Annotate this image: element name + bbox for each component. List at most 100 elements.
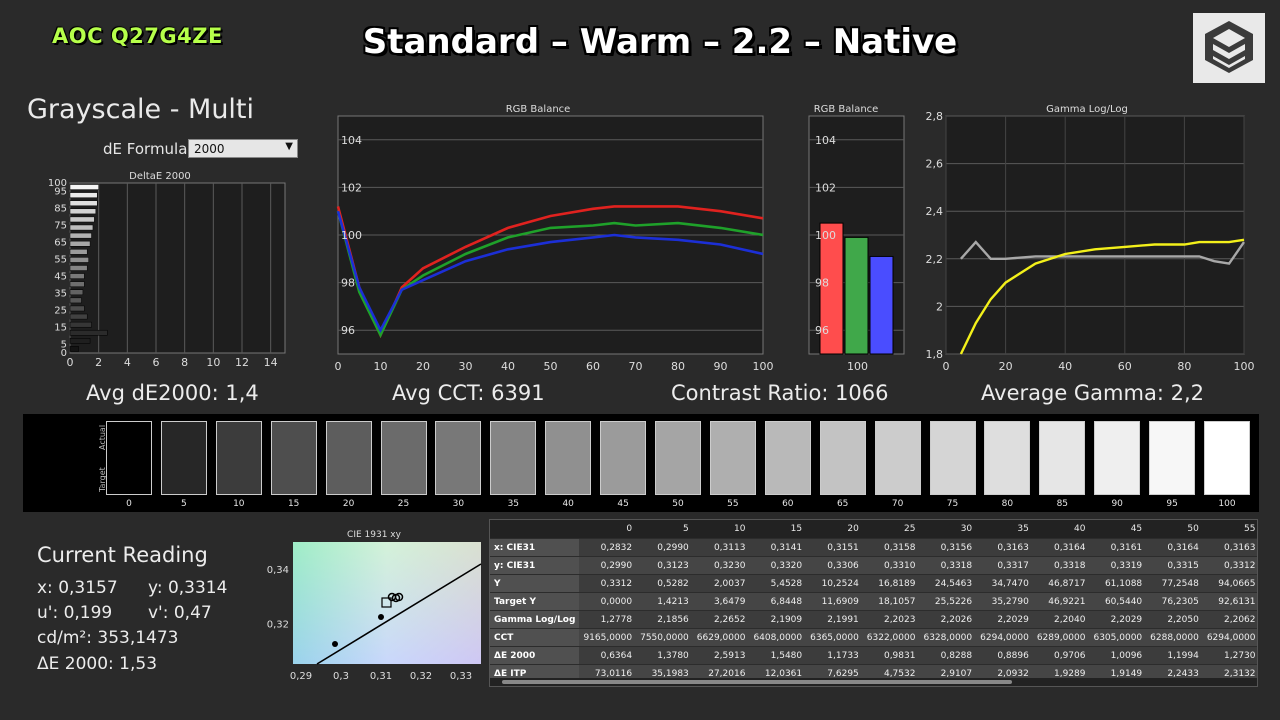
table-cell: 0,3317 xyxy=(976,556,1033,575)
table-cell: 0,3312 xyxy=(1202,556,1257,575)
gray-swatch-label: 35 xyxy=(507,499,520,509)
gray-swatch-label: 45 xyxy=(617,499,629,509)
gray-swatch-label: 100 xyxy=(1218,499,1236,509)
page-title: Standard – Warm – 2.2 – Native xyxy=(362,22,958,62)
table-cell: 7,6295 xyxy=(806,664,863,682)
gray-swatch xyxy=(325,421,372,495)
table-cell: 5,4528 xyxy=(749,574,807,593)
gamma-x-tick: 80 xyxy=(1177,360,1191,373)
table-cell: 0,3164 xyxy=(1146,538,1203,557)
cie-plot-overlay xyxy=(293,542,481,664)
deltae-x-tick: 0 xyxy=(67,356,74,369)
table-cell: 6289,0000 xyxy=(1032,628,1090,647)
table-row: y: CIE31 0,2990 0,3123 0,3230 0,3320 0,3306 0,… xyxy=(490,556,1257,575)
table-cell: 0,8896 xyxy=(976,646,1033,665)
table-cell: 0,3161 xyxy=(1089,538,1147,557)
table-cell: 6288,0000 xyxy=(1146,628,1203,647)
gray-swatch xyxy=(215,421,262,495)
deltae-chart-title: DeltaE 2000 xyxy=(129,171,191,182)
deltae-y-tick: 35 xyxy=(54,289,67,300)
table-scrollbar-thumb[interactable] xyxy=(502,680,1012,684)
deltae-y-tick: 45 xyxy=(54,272,67,283)
deltae-x-tick: 12 xyxy=(235,356,249,369)
table-row: Y 0,3312 0,5282 2,0037 5,4528 10,2524 16,8189 2… xyxy=(490,574,1257,593)
current-delta-e: ΔE 2000: 1,53 xyxy=(37,654,158,674)
deltae-bar xyxy=(69,192,98,198)
table-cell: 2,0932 xyxy=(976,664,1033,682)
current-u: u': 0,199 xyxy=(37,603,113,623)
table-cell: 2,2652 xyxy=(692,610,750,629)
gray-swatch-label: 70 xyxy=(891,499,904,509)
gray-swatch xyxy=(1204,421,1250,495)
rgb-bar-y-tick: 104 xyxy=(815,134,836,147)
table-cell: 0,8288 xyxy=(919,646,977,665)
table-cell: 6408,0000 xyxy=(749,628,807,647)
table-cell: 6294,0000 xyxy=(1202,628,1257,647)
deltae-bar xyxy=(69,346,79,352)
gamma-y-tick: 2,6 xyxy=(926,158,944,171)
deltae-x-tick: 6 xyxy=(153,356,160,369)
rgb-bar-y-tick: 100 xyxy=(815,229,836,242)
table-column-header: 15 xyxy=(749,520,807,539)
table-cell: 0,9706 xyxy=(1032,646,1090,665)
gamma-chart: Gamma Log/Log 1,8 2 2,2 2,4 2,6 2,8 0 20 40 60 80… xyxy=(926,104,1255,373)
table-cell: 0,3319 xyxy=(1089,556,1147,575)
deltae-y-tick: 100 xyxy=(48,178,67,189)
table-cell: 2,0037 xyxy=(692,574,750,593)
table-column-header: 5 xyxy=(636,520,693,539)
table-cell: 2,1856 xyxy=(636,610,693,629)
deltae-y-tick: 5 xyxy=(61,340,67,351)
table-cell: 10,2524 xyxy=(806,574,863,593)
gamma-chart-title: Gamma Log/Log xyxy=(1046,104,1128,115)
gray-swatch xyxy=(600,421,647,495)
table-cell: 11,6909 xyxy=(806,592,863,611)
readings-table: 05101520253035404550556065x: CIE310,2832… xyxy=(489,519,1258,687)
gray-swatch-label: 90 xyxy=(1111,499,1123,509)
table-cell: 0,3156 xyxy=(919,538,977,557)
current-x: x: 0,3157 xyxy=(37,578,118,598)
deltae-bar xyxy=(69,240,91,247)
table-scrollbar[interactable] xyxy=(490,678,1257,686)
gray-swatch-label: 50 xyxy=(672,499,684,509)
table-cell: 6305,0000 xyxy=(1089,628,1147,647)
rgb-line-x-tick: 0 xyxy=(335,360,342,373)
gamma-y-tick: 2,4 xyxy=(926,205,944,218)
rgb-bar-y-tick: 96 xyxy=(815,324,829,337)
gray-swatch xyxy=(1039,421,1086,495)
deltae-y-tick: 65 xyxy=(54,238,67,249)
table-cell: 35,1983 xyxy=(636,664,693,682)
deltae-bar xyxy=(69,313,88,320)
gray-swatch-label: 30 xyxy=(452,499,465,509)
table-column-header xyxy=(490,520,580,539)
gray-swatch-label: 75 xyxy=(946,499,959,509)
rgb-bar-y-tick: 98 xyxy=(815,277,829,290)
table-cell: 0,5282 xyxy=(636,574,693,593)
rgb-line-x-tick: 60 xyxy=(586,360,600,373)
table-cell: 6,8448 xyxy=(749,592,807,611)
table-column-header: 30 xyxy=(919,520,977,539)
table-cell: 0,3318 xyxy=(919,556,977,575)
deltae-bar xyxy=(69,208,97,215)
table-cell: 0,3315 xyxy=(1146,556,1203,575)
rgb-line-x-tick: 90 xyxy=(714,360,728,373)
rgb-line-x-tick: 10 xyxy=(374,360,388,373)
table-cell: 0,2990 xyxy=(579,556,637,575)
table-row-header: CCT xyxy=(490,628,580,647)
table-cell: 0,3320 xyxy=(749,556,807,575)
deltae-plot-bg xyxy=(69,182,286,354)
monitor-model-label: AOC Q27G4ZE xyxy=(52,24,223,48)
table-column-header: 0 xyxy=(579,520,637,539)
table-row-header: x: CIE31 xyxy=(490,538,580,557)
deltae-y-tick: 25 xyxy=(54,306,67,317)
de-formula-select[interactable]: 2000 ▼ xyxy=(188,139,298,158)
table-cell: 0,3141 xyxy=(749,538,807,557)
grayscale-strip: Actual Target 0 5 10 15 20 25 30 35 40 45 50 55 60 65… xyxy=(23,414,1259,512)
gray-swatch-label: 55 xyxy=(727,499,739,509)
table-column-header: 50 xyxy=(1146,520,1203,539)
table-cell: 3,6479 xyxy=(692,592,750,611)
table-cell: 73,0116 xyxy=(579,664,637,682)
gamma-y-tick: 1,8 xyxy=(926,348,944,361)
table-cell: 4,7532 xyxy=(862,664,920,682)
gray-swatch xyxy=(709,421,756,495)
gray-swatch xyxy=(764,421,811,495)
